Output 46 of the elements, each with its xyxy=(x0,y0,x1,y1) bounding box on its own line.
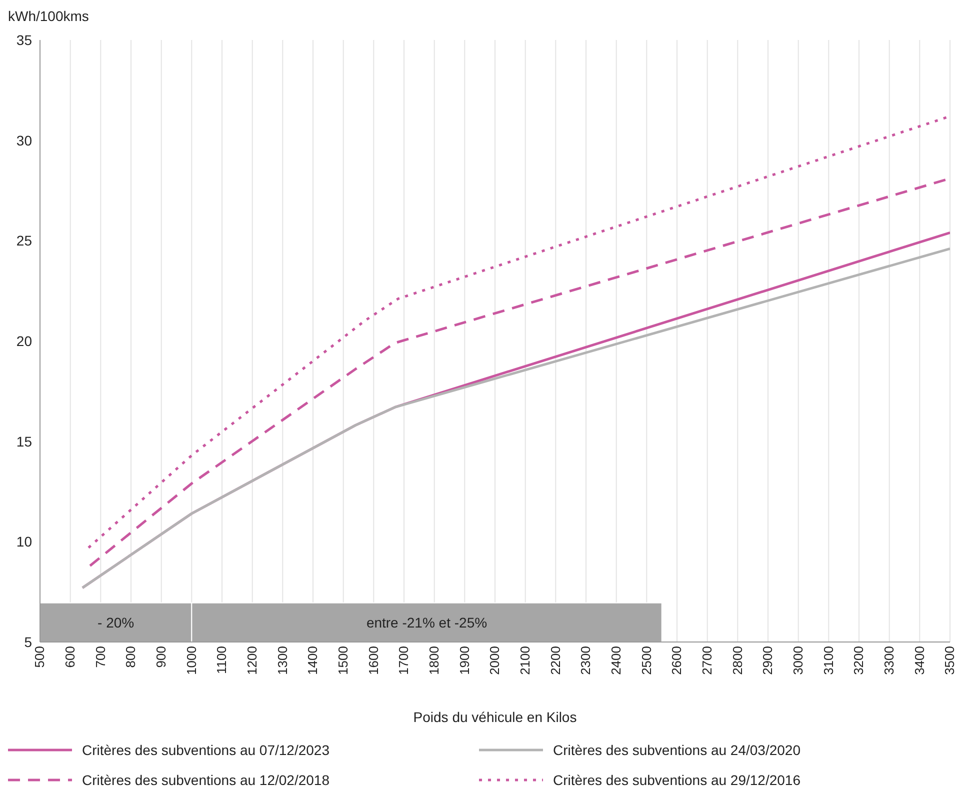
x-tick-label: 2300 xyxy=(578,646,594,675)
y-axis-title: kWh/100kms xyxy=(8,8,90,26)
legend-label: Critères des subventions au 07/12/2023 xyxy=(82,742,330,758)
y-tick-label: 30 xyxy=(16,132,32,148)
band-label: - 20% xyxy=(98,614,134,630)
x-tick-label: 2900 xyxy=(760,646,776,675)
x-tick-label: 1400 xyxy=(305,646,320,675)
x-tick-label: 3100 xyxy=(820,646,836,675)
y-tick-label: 25 xyxy=(16,232,32,249)
x-tick-label: 1800 xyxy=(426,646,442,675)
band-label: entre -21% et -25% xyxy=(366,614,488,630)
legend-label: Critères des subventions au 24/03/2020 xyxy=(553,742,800,758)
x-tick-label: 1300 xyxy=(274,646,290,675)
y-tick-label: 15 xyxy=(16,433,32,450)
x-tick-label: 1900 xyxy=(456,646,472,675)
x-tick-label: 700 xyxy=(92,646,108,668)
x-axis-title: Poids du véhicule en Kilos xyxy=(413,709,577,725)
x-tick-label: 2600 xyxy=(669,646,684,675)
x-tick-label: 2700 xyxy=(700,646,715,675)
legend-label: Critères des subventions au 29/12/2016 xyxy=(553,772,800,788)
x-tick-label: 2800 xyxy=(730,646,745,675)
y-tick-label: 20 xyxy=(16,332,32,349)
x-tick-label: 3500 xyxy=(942,646,958,675)
x-tick-label: 1600 xyxy=(366,646,381,675)
x-tick-label: 2000 xyxy=(487,646,502,675)
x-tick-label: 1500 xyxy=(336,646,351,675)
x-tick-label: 3400 xyxy=(912,646,927,675)
y-tick-label: 35 xyxy=(16,32,32,48)
x-tick-label: 3000 xyxy=(790,646,806,675)
x-tick-label: 3300 xyxy=(882,646,897,675)
x-tick-label: 2500 xyxy=(638,646,654,675)
legend-label: Critères des subventions au 12/02/2018 xyxy=(82,772,330,788)
y-tick-label: 10 xyxy=(16,534,32,550)
x-tick-label: 2400 xyxy=(608,646,624,675)
x-tick-label: 2200 xyxy=(548,646,563,675)
x-tick-label: 2100 xyxy=(518,646,533,675)
x-tick-label: 1000 xyxy=(184,646,199,675)
x-tick-label: 600 xyxy=(62,646,78,668)
x-tick-label: 800 xyxy=(123,646,138,668)
x-tick-label: 500 xyxy=(32,646,48,668)
y-tick-label: 5 xyxy=(24,634,32,650)
x-tick-label: 900 xyxy=(154,646,169,668)
x-tick-label: 1100 xyxy=(214,646,230,674)
x-tick-label: 1700 xyxy=(396,646,412,675)
x-tick-label: 1200 xyxy=(244,646,260,675)
x-tick-label: 3200 xyxy=(851,646,866,675)
